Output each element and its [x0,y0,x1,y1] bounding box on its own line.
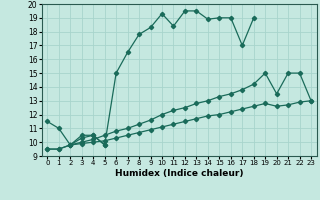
X-axis label: Humidex (Indice chaleur): Humidex (Indice chaleur) [115,169,244,178]
